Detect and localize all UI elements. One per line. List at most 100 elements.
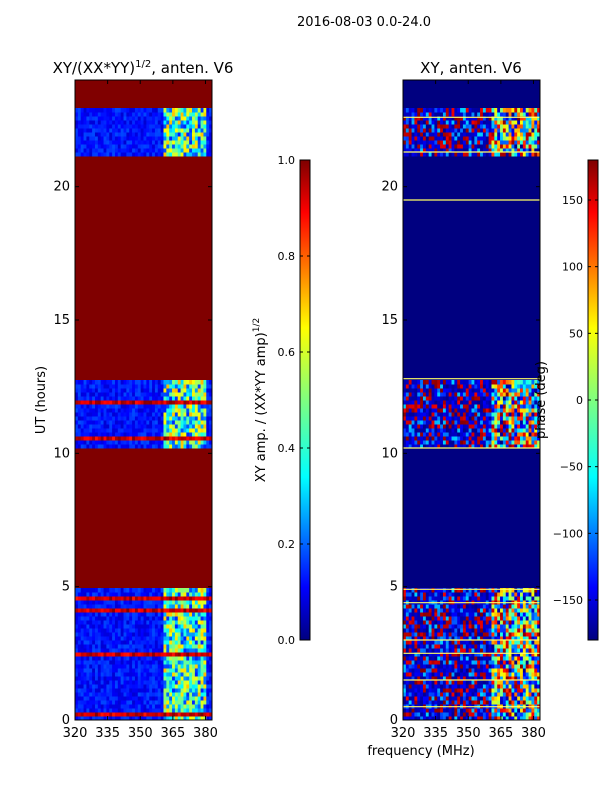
heatmap-cell xyxy=(462,592,467,597)
heatmap-cell xyxy=(522,608,527,613)
heatmap-cell xyxy=(112,384,116,389)
heatmap-cell xyxy=(500,424,504,429)
heatmap-cell xyxy=(462,428,467,433)
heatmap-cell xyxy=(500,648,504,653)
heatmap-cell xyxy=(80,596,85,601)
heatmap-cell xyxy=(80,144,85,149)
heatmap-cell xyxy=(405,440,410,445)
heatmap-cell xyxy=(146,704,150,709)
heatmap-cell xyxy=(77,140,82,145)
heatmap-cell xyxy=(103,592,107,597)
heatmap-cell xyxy=(186,436,190,441)
heatmap-cell xyxy=(440,700,444,705)
heatmap-cell xyxy=(112,436,116,441)
heatmap-cell xyxy=(414,636,418,641)
heatmap-cell xyxy=(126,600,130,605)
heatmap-cell xyxy=(403,672,407,677)
heatmap-cell xyxy=(522,640,527,645)
heatmap-cell xyxy=(192,428,196,433)
heatmap-cell xyxy=(143,608,147,613)
heatmap-cell xyxy=(408,668,413,673)
heatmap-cell xyxy=(537,716,540,720)
heatmap-cell xyxy=(420,680,424,685)
heatmap-cell xyxy=(480,656,484,661)
heatmap-cell xyxy=(114,428,119,433)
heatmap-cell xyxy=(123,412,127,417)
heatmap-cell xyxy=(206,712,210,717)
heatmap-cell xyxy=(166,696,170,701)
heatmap-cell xyxy=(132,700,136,705)
heatmap-cell xyxy=(465,588,470,593)
heatmap-cell xyxy=(200,648,204,653)
heatmap-cell xyxy=(83,140,87,145)
heatmap-cell xyxy=(420,608,424,613)
heatmap-cell xyxy=(97,696,102,701)
heatmap-cell xyxy=(126,716,130,720)
heatmap-cell xyxy=(485,664,490,669)
heatmap-cell xyxy=(109,420,113,425)
heatmap-cell xyxy=(129,112,133,117)
heatmap-cell xyxy=(80,632,85,637)
heatmap-cell xyxy=(86,112,90,117)
heatmap-cell xyxy=(488,680,492,685)
heatmap-cell xyxy=(137,132,142,137)
heatmap-cell xyxy=(77,396,82,401)
heatmap-cell xyxy=(120,620,125,625)
heatmap-cell xyxy=(132,716,136,720)
heatmap-cell xyxy=(522,636,527,641)
heatmap-cell xyxy=(123,388,127,393)
heatmap-cell xyxy=(120,120,125,125)
heatmap-cell xyxy=(172,604,176,609)
heatmap-cell xyxy=(522,712,527,717)
heatmap-cell xyxy=(183,656,187,661)
heatmap-cell xyxy=(149,612,153,617)
heatmap-cell xyxy=(183,604,187,609)
heatmap-cell xyxy=(485,680,490,685)
heatmap-cell xyxy=(140,404,144,409)
heatmap-cell xyxy=(454,596,458,601)
heatmap-cell xyxy=(425,628,430,633)
heatmap-cell xyxy=(134,592,139,597)
heatmap-cell xyxy=(442,632,447,637)
heatmap-cell xyxy=(112,688,116,693)
heatmap-cell xyxy=(442,636,447,641)
heatmap-cell xyxy=(448,664,453,669)
heatmap-cell xyxy=(537,692,540,697)
heatmap-cell xyxy=(511,632,515,637)
heatmap-cell xyxy=(405,632,410,637)
heatmap-cell xyxy=(482,612,487,617)
heatmap-cell xyxy=(537,708,540,713)
heatmap-cell xyxy=(120,144,125,149)
heatmap-cell xyxy=(508,592,512,597)
heatmap-cell xyxy=(106,140,110,145)
heatmap-cell xyxy=(143,588,147,593)
heatmap-cell xyxy=(134,392,139,397)
heatmap-cell xyxy=(197,140,202,145)
heatmap-cell xyxy=(194,420,199,425)
heatmap-cell xyxy=(126,420,130,425)
heatmap-cell xyxy=(75,404,79,409)
heatmap-cell xyxy=(89,700,93,705)
heatmap-cell xyxy=(83,128,87,133)
heatmap-cell xyxy=(140,588,144,593)
heatmap-cell xyxy=(174,660,179,665)
heatmap-cell xyxy=(482,644,487,649)
heatmap-cell xyxy=(537,444,540,449)
heatmap-cell xyxy=(109,696,113,701)
heatmap-cell xyxy=(120,116,125,121)
heatmap-cell xyxy=(75,440,79,445)
heatmap-cell xyxy=(428,624,433,629)
heatmap-cell xyxy=(117,108,122,113)
heatmap-cell xyxy=(480,692,484,697)
heatmap-cell xyxy=(112,424,116,429)
heatmap-cell xyxy=(120,428,125,433)
heatmap-cell xyxy=(140,624,144,629)
heatmap-cell xyxy=(440,684,444,689)
heatmap-cell xyxy=(152,152,156,157)
heatmap-cell xyxy=(183,620,187,625)
heatmap-cell xyxy=(405,708,410,713)
heatmap-cell xyxy=(75,716,79,720)
heatmap-cell xyxy=(477,428,481,433)
heatmap-cell xyxy=(417,444,421,449)
heatmap-cell xyxy=(471,700,475,705)
